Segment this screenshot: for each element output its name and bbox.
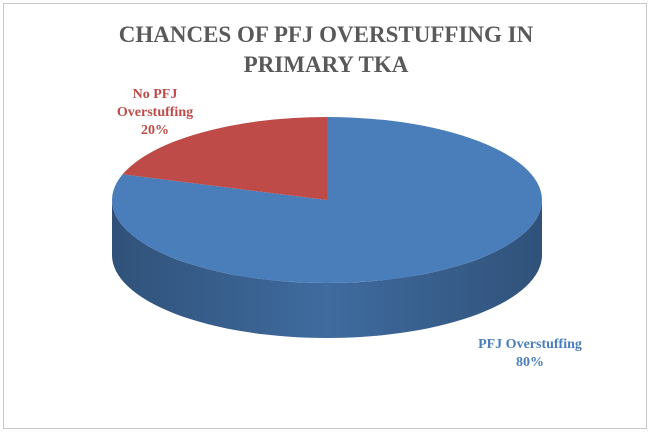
category-label: PFJ Overstuffing: [478, 337, 582, 352]
slice-side-shade: [112, 200, 542, 338]
chart-frame: [3, 3, 647, 429]
value-label: 80%: [516, 355, 544, 370]
data-label: No PFJ Overstuffing 20%: [100, 86, 210, 140]
data-label: PFJ Overstuffing 80%: [460, 336, 600, 372]
category-label: No PFJ Overstuffing: [116, 87, 194, 120]
value-label: 20%: [141, 123, 169, 138]
chart-title: CHANCES OF PFJ OVERSTUFFING IN PRIMARY T…: [118, 22, 534, 77]
slice: [122, 117, 327, 200]
